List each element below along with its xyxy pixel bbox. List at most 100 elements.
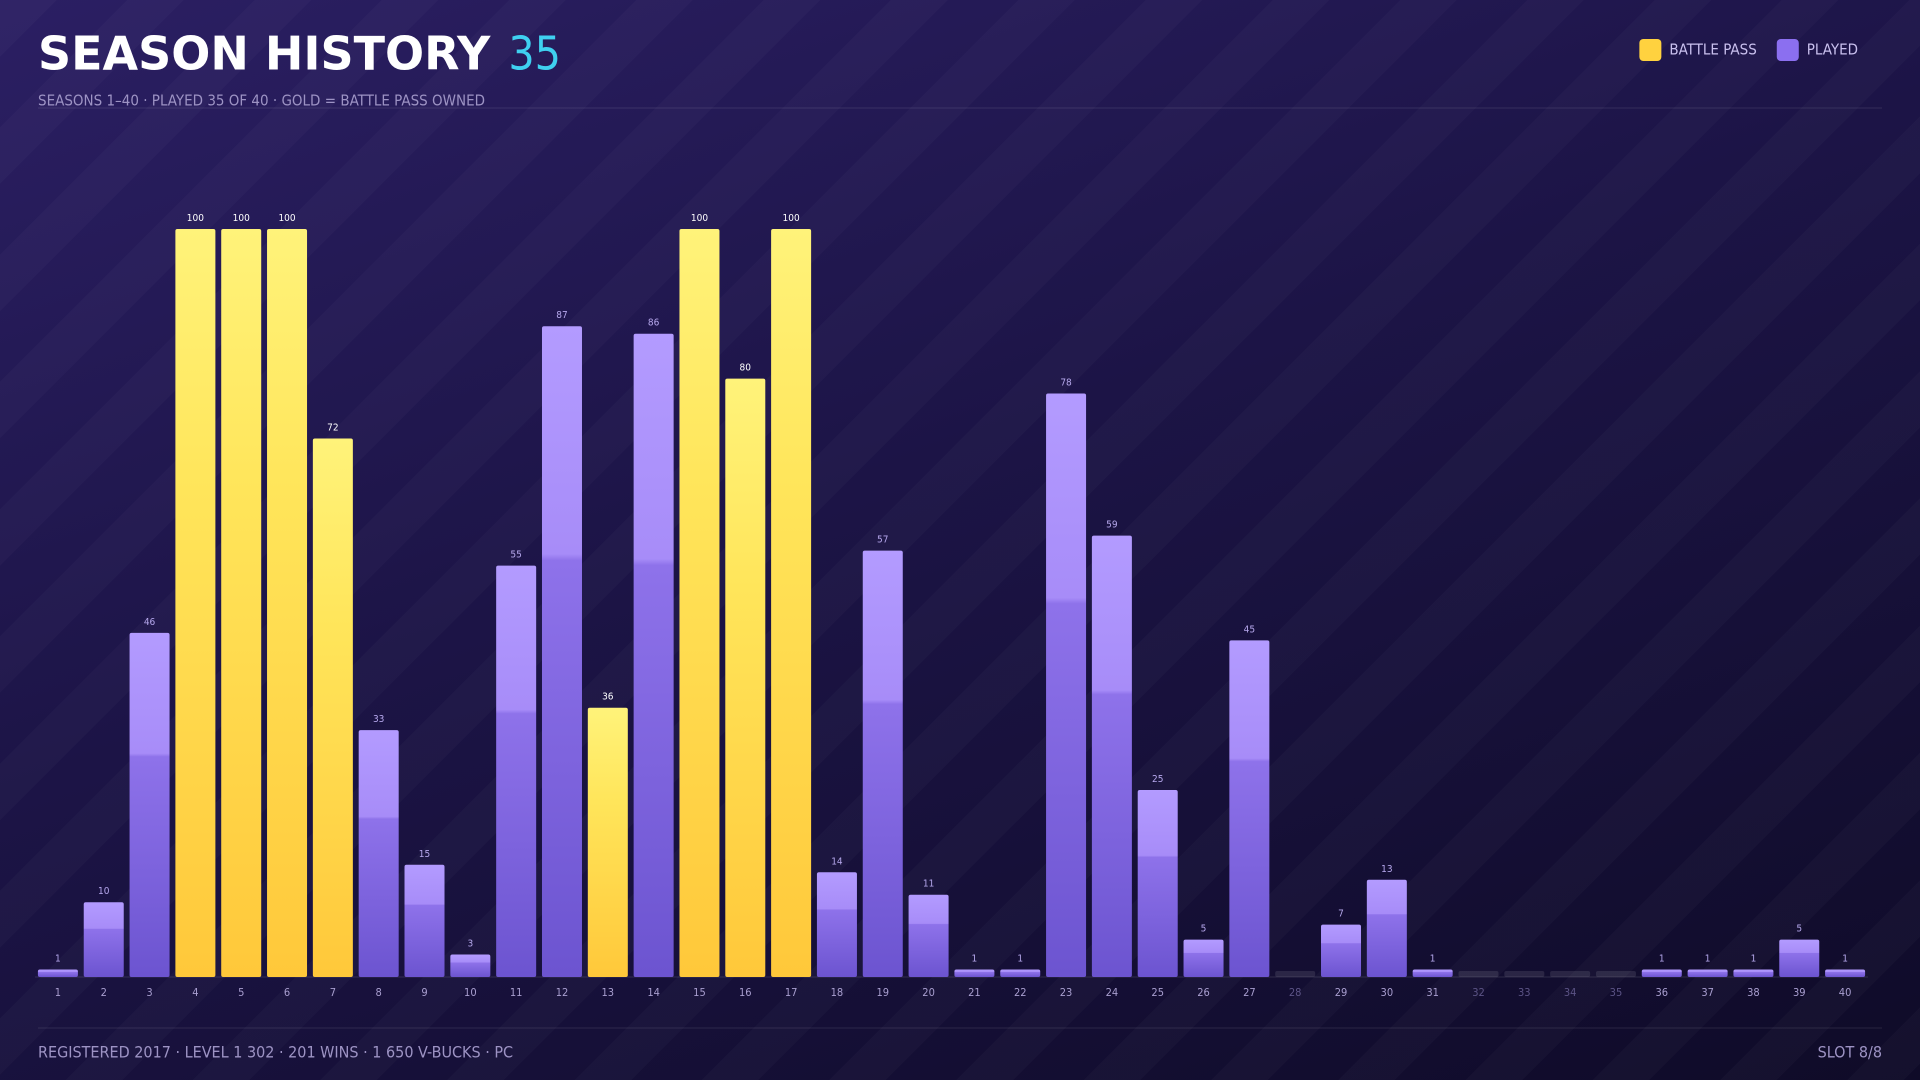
value-label: 72 xyxy=(327,422,338,433)
slot: SLOT 8/8 xyxy=(1818,1043,1882,1062)
x-tick-label: 39 xyxy=(1793,986,1806,999)
bar xyxy=(312,438,353,977)
value-label: 1 xyxy=(1430,954,1436,965)
value-label: 100 xyxy=(187,213,204,224)
value-label: 57 xyxy=(877,535,888,546)
value-label: 15 xyxy=(419,849,430,860)
bar xyxy=(1687,969,1728,977)
x-tick-label: 38 xyxy=(1747,986,1760,999)
x-tick-label: 20 xyxy=(922,986,935,999)
bar xyxy=(1641,969,1682,977)
x-tick-label: 23 xyxy=(1060,986,1073,999)
x-tick-label: 30 xyxy=(1381,986,1394,999)
value-label: 5 xyxy=(1796,924,1802,935)
x-tick-label: 36 xyxy=(1655,986,1668,999)
bar xyxy=(1366,879,1407,977)
footer: REGISTERED 2017 · LEVEL 1 302 · 201 WINS… xyxy=(38,1043,513,1062)
legend-label: PLAYED xyxy=(1807,41,1858,59)
value-label: 45 xyxy=(1244,624,1255,635)
bar xyxy=(541,326,582,977)
value-label: 86 xyxy=(648,318,660,329)
legend-label: BATTLE PASS xyxy=(1669,41,1756,59)
bar xyxy=(862,550,903,977)
value-label: 100 xyxy=(233,213,250,224)
value-label: 7 xyxy=(1338,909,1344,920)
chart-title: SEASON HISTORY xyxy=(38,27,491,81)
x-tick-label: 9 xyxy=(421,986,427,999)
bar xyxy=(816,872,857,977)
x-tick-label: 21 xyxy=(968,986,981,999)
bar xyxy=(221,229,262,977)
x-tick-label: 15 xyxy=(693,986,706,999)
value-label: 1 xyxy=(1705,954,1711,965)
bar xyxy=(1000,969,1041,977)
value-label: 80 xyxy=(740,363,752,374)
value-label: 3 xyxy=(467,939,473,950)
x-tick-label: 31 xyxy=(1426,986,1439,999)
bar xyxy=(1825,969,1866,977)
value-label: 100 xyxy=(278,213,295,224)
x-tick-label: 29 xyxy=(1335,986,1348,999)
bar xyxy=(587,707,628,977)
bar xyxy=(1412,969,1453,977)
bar xyxy=(633,333,674,978)
x-tick-label: 37 xyxy=(1701,986,1714,999)
bar xyxy=(1046,393,1087,977)
value-label: 1 xyxy=(55,954,61,965)
bar xyxy=(83,902,124,977)
x-tick-label: 22 xyxy=(1014,986,1027,999)
x-tick-label: 14 xyxy=(647,986,660,999)
subtitle: SEASONS 1–40 · PLAYED 35 OF 40 · GOLD = … xyxy=(38,92,485,110)
value-label: 1 xyxy=(972,954,978,965)
x-tick-label: 34 xyxy=(1564,986,1577,999)
x-tick-label: 28 xyxy=(1289,986,1302,999)
unplayed-stub xyxy=(1595,971,1636,977)
legend-swatch xyxy=(1639,39,1662,61)
bar xyxy=(1137,790,1178,977)
value-label: 100 xyxy=(783,213,800,224)
x-tick-label: 26 xyxy=(1197,986,1210,999)
x-tick-label: 8 xyxy=(376,986,382,999)
value-label: 11 xyxy=(923,879,934,890)
x-tick-label: 17 xyxy=(785,986,798,999)
value-label: 1 xyxy=(1017,954,1023,965)
bar xyxy=(1229,640,1270,977)
x-tick-label: 19 xyxy=(876,986,889,999)
x-tick-label: 12 xyxy=(556,986,569,999)
x-tick-label: 40 xyxy=(1839,986,1852,999)
bar xyxy=(129,632,170,977)
legend-swatch xyxy=(1776,39,1799,61)
bar xyxy=(954,969,995,977)
bar xyxy=(1779,939,1820,977)
unplayed-stub xyxy=(1275,971,1316,977)
x-tick-label: 1 xyxy=(55,986,61,999)
bar xyxy=(175,229,216,977)
bar xyxy=(679,229,720,977)
bar xyxy=(267,229,308,977)
bar xyxy=(1321,924,1362,977)
x-tick-label: 32 xyxy=(1472,986,1485,999)
x-tick-label: 16 xyxy=(739,986,752,999)
unplayed-stub xyxy=(1504,971,1545,977)
value-label: 1 xyxy=(1659,954,1665,965)
value-label: 36 xyxy=(602,692,614,703)
x-tick-label: 35 xyxy=(1610,986,1623,999)
bar xyxy=(496,565,537,977)
value-label: 87 xyxy=(556,310,567,321)
title-count: 35 xyxy=(508,27,561,81)
x-tick-label: 11 xyxy=(510,986,523,999)
value-label: 5 xyxy=(1201,924,1207,935)
bar xyxy=(1183,939,1224,977)
bar xyxy=(725,378,766,978)
unplayed-stub xyxy=(1458,971,1499,977)
value-label: 25 xyxy=(1152,774,1163,785)
x-tick-label: 33 xyxy=(1518,986,1531,999)
x-tick-label: 3 xyxy=(146,986,152,999)
value-label: 55 xyxy=(510,550,521,561)
bar xyxy=(1091,535,1132,977)
x-tick-label: 6 xyxy=(284,986,290,999)
value-label: 59 xyxy=(1106,520,1118,531)
x-tick-label: 10 xyxy=(464,986,477,999)
x-tick-label: 27 xyxy=(1243,986,1256,999)
